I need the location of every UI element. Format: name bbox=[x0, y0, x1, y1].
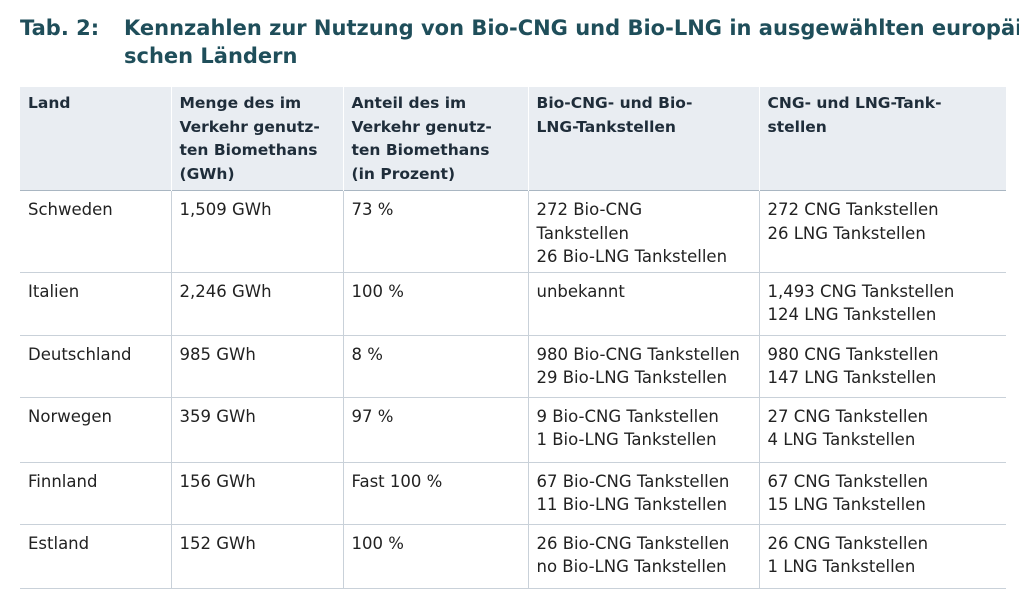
cell-land: Deutschland bbox=[20, 335, 171, 398]
cell-line: 9 Bio-CNG Tankstellen bbox=[536, 406, 719, 426]
table-row: Deutschland 985 GWh 8 % 980 Bio-CNG Tank… bbox=[20, 335, 1006, 398]
cell-tankstellen: 26 CNG Tankstellen 1 LNG Tankstellen bbox=[758, 524, 1006, 589]
cell-line: 980 Bio-CNG Tankstellen bbox=[536, 344, 740, 364]
cell-line: 272 Bio-CNG bbox=[536, 200, 643, 219]
cell-line: 67 Bio-CNG Tankstellen bbox=[536, 471, 730, 491]
header-line: Land bbox=[28, 94, 71, 112]
header-line: Bio-CNG- und Bio- bbox=[536, 94, 693, 112]
table-title-line: Kennzahlen zur Nutzung von Bio-CNG und B… bbox=[124, 16, 1019, 40]
cell-menge: 985 GWh bbox=[170, 335, 343, 398]
cell-menge: 359 GWh bbox=[170, 397, 343, 463]
cell-tankstellen: 27 CNG Tankstellen 4 LNG Tankstellen bbox=[758, 397, 1006, 463]
cell-line: 1 LNG Tankstellen bbox=[767, 557, 916, 576]
table-title: Kennzahlen zur Nutzung von Bio-CNG und B… bbox=[124, 14, 1019, 70]
cell-line: 26 LNG Tankstellen bbox=[767, 223, 926, 243]
table-row: Schweden 1,509 GWh 73 % 272 Bio-CNG Tank… bbox=[20, 190, 1006, 273]
cell-land: Schweden bbox=[20, 190, 171, 273]
cell-land: Norwegen bbox=[20, 397, 171, 463]
cell-tankstellen: 272 CNG Tankstellen 26 LNG Tankstellen bbox=[758, 190, 1006, 273]
data-table: Land Menge des im Verkehr genutz- ten Bi… bbox=[20, 87, 1006, 589]
cell-land: Finnland bbox=[20, 462, 171, 525]
table-row: Estland 152 GWh 100 % 26 Bio-CNG Tankste… bbox=[20, 524, 1006, 589]
cell-line: 27 CNG Tankstellen bbox=[767, 406, 929, 426]
cell-anteil: 73 % bbox=[342, 190, 528, 273]
cell-anteil: Fast 100 % bbox=[342, 462, 528, 525]
cell-land: Italien bbox=[20, 272, 171, 336]
table-header-row: Land Menge des im Verkehr genutz- ten Bi… bbox=[20, 87, 1006, 191]
header-tankstellen: CNG- und LNG-Tank- stellen bbox=[758, 87, 1006, 191]
header-line: Anteil des im bbox=[351, 94, 467, 112]
cell-line: 11 Bio-LNG Tankstellen bbox=[536, 495, 728, 514]
cell-line: 67 CNG Tankstellen bbox=[767, 471, 929, 491]
cell-bio-tankstellen: 9 Bio-CNG Tankstellen 1 Bio-LNG Tankstel… bbox=[527, 397, 759, 463]
cell-tankstellen: 1,493 CNG Tankstellen 124 LNG Tankstelle… bbox=[758, 272, 1006, 336]
cell-bio-tankstellen: 67 Bio-CNG Tankstellen 11 Bio-LNG Tankst… bbox=[527, 462, 759, 525]
cell-bio-tankstellen: 980 Bio-CNG Tankstellen 29 Bio-LNG Tanks… bbox=[527, 335, 759, 398]
cell-line: 272 CNG Tankstellen bbox=[767, 200, 939, 219]
table-row: Norwegen 359 GWh 97 % 9 Bio-CNG Tankstel… bbox=[20, 397, 1006, 463]
table-row: Italien 2,246 GWh 100 % unbekannt 1,493 … bbox=[20, 272, 1006, 336]
header-anteil: Anteil des im Verkehr genutz- ten Biomet… bbox=[342, 87, 528, 191]
cell-line: Tankstellen bbox=[536, 223, 629, 243]
cell-line: 980 CNG Tankstellen bbox=[767, 344, 939, 364]
cell-menge: 152 GWh bbox=[170, 524, 343, 589]
cell-menge: 1,509 GWh bbox=[170, 190, 343, 273]
header-line: stellen bbox=[767, 117, 827, 136]
cell-line: 26 CNG Tankstellen bbox=[767, 533, 929, 553]
header-bio-tankstellen: Bio-CNG- und Bio- LNG-Tankstellen bbox=[527, 87, 759, 191]
cell-line: 15 LNG Tankstellen bbox=[767, 495, 926, 514]
table-row: Finnland 156 GWh Fast 100 % 67 Bio-CNG T… bbox=[20, 462, 1006, 525]
header-line: Verkehr genutz- bbox=[351, 117, 492, 136]
cell-land: Estland bbox=[20, 524, 171, 589]
cell-bio-tankstellen: 26 Bio-CNG Tankstellen no Bio-LNG Tankst… bbox=[527, 524, 759, 589]
cell-tankstellen: 980 CNG Tankstellen 147 LNG Tankstellen bbox=[758, 335, 1006, 398]
header-line: CNG- und LNG-Tank- bbox=[767, 94, 942, 112]
header-menge: Menge des im Verkehr genutz- ten Biometh… bbox=[170, 87, 343, 191]
cell-bio-tankstellen: 272 Bio-CNG Tankstellen 26 Bio-LNG Tanks… bbox=[527, 190, 759, 273]
cell-line: 1 Bio-LNG Tankstellen bbox=[536, 430, 717, 449]
cell-line: 29 Bio-LNG Tankstellen bbox=[536, 368, 728, 387]
header-line: (GWh) bbox=[179, 164, 235, 183]
table-number: Tab. 2: bbox=[20, 16, 100, 40]
cell-line: 26 Bio-CNG Tankstellen bbox=[536, 533, 730, 553]
cell-menge: 156 GWh bbox=[170, 462, 343, 525]
cell-line: 4 LNG Tankstellen bbox=[767, 430, 916, 449]
header-line: LNG-Tankstellen bbox=[536, 117, 676, 136]
cell-line: 124 LNG Tankstellen bbox=[767, 305, 937, 324]
header-line: ten Biomethans bbox=[179, 141, 318, 159]
cell-line: 1,493 CNG Tankstellen bbox=[767, 281, 955, 301]
cell-tankstellen: 67 CNG Tankstellen 15 LNG Tankstellen bbox=[758, 462, 1006, 525]
header-land: Land bbox=[20, 87, 171, 191]
cell-anteil: 97 % bbox=[342, 397, 528, 463]
header-line: ten Biomethans bbox=[351, 141, 490, 159]
cell-bio-tankstellen: unbekannt bbox=[527, 272, 759, 336]
cell-anteil: 100 % bbox=[342, 272, 528, 336]
table-title-line: schen Ländern bbox=[124, 44, 298, 68]
header-line: (in Prozent) bbox=[351, 164, 456, 183]
header-line: Menge des im bbox=[179, 94, 302, 112]
cell-line: no Bio-LNG Tankstellen bbox=[536, 557, 727, 576]
cell-menge: 2,246 GWh bbox=[170, 272, 343, 336]
cell-anteil: 100 % bbox=[342, 524, 528, 589]
cell-anteil: 8 % bbox=[342, 335, 528, 398]
cell-line: 147 LNG Tankstellen bbox=[767, 368, 937, 387]
cell-line: 26 Bio-LNG Tankstellen bbox=[536, 247, 728, 266]
header-line: Verkehr genutz- bbox=[179, 117, 320, 136]
cell-line: unbekannt bbox=[536, 281, 625, 301]
